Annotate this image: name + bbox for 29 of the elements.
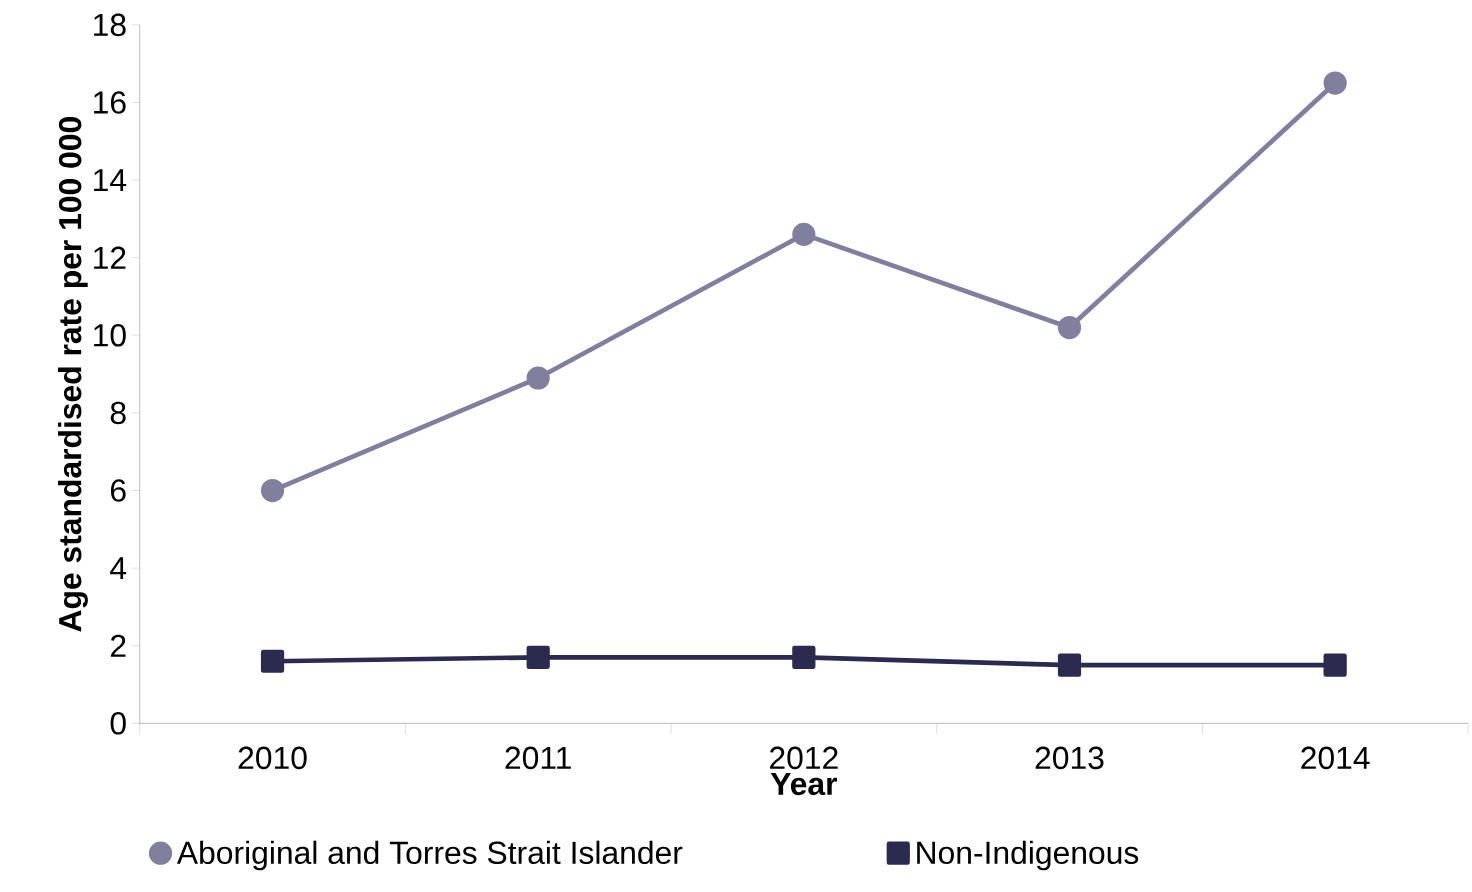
- y-tick-label: 2: [110, 634, 126, 658]
- point: [526, 366, 550, 390]
- x-tick-label: 2012: [770, 746, 838, 770]
- y-tick-label: 12: [94, 246, 126, 270]
- y-tick-label: 4: [110, 557, 127, 580]
- point: [1057, 316, 1082, 340]
- x-axis-title: Year: [770, 773, 837, 796]
- point: [1323, 71, 1347, 95]
- x-tick-label: 2011: [505, 746, 571, 770]
- x-tick-label: 2013: [1035, 746, 1104, 770]
- point: [526, 646, 550, 670]
- x-tick-label: 2010: [238, 746, 307, 770]
- y-tick-label: 10: [94, 324, 126, 347]
- y-tick-label: 14: [94, 169, 127, 192]
- x-tick-label: 2014: [1301, 746, 1370, 770]
- point: [260, 479, 285, 503]
- y-tick-label: 0: [110, 712, 126, 735]
- y-tick-label: 8: [110, 401, 126, 425]
- y-axis-title: Age standardised rate per 100 000: [58, 117, 88, 632]
- y-tick-label: 6: [110, 479, 126, 503]
- legend-label: Aboriginal and Torres Strait Islander: [176, 840, 683, 871]
- point: [792, 223, 816, 247]
- point: [1057, 653, 1082, 677]
- point: [1323, 653, 1347, 677]
- point: [260, 649, 285, 674]
- point: [792, 646, 816, 670]
- y-tick-label: 16: [94, 91, 126, 114]
- legend-label: Non-Indigenous: [917, 840, 1139, 871]
- y-tick-label: 18: [94, 13, 126, 37]
